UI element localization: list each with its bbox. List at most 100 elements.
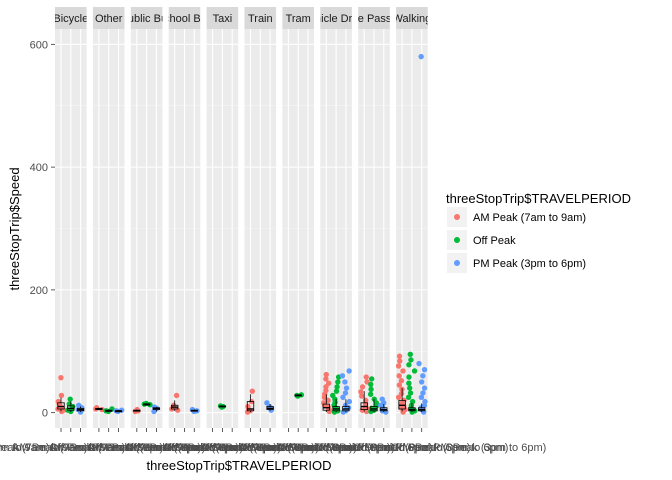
data-point xyxy=(407,351,413,358)
data-point xyxy=(367,391,374,397)
data-point xyxy=(346,368,352,374)
facet-strip xyxy=(244,7,277,29)
data-point xyxy=(249,388,256,394)
facet-panel: Train AM Peak (7am to 9am)Off PeakPM Peak… xyxy=(126,7,395,454)
data-point xyxy=(406,374,412,380)
facet-panel: School Bus AM Peak (7am to 9am)Off PeakPM… xyxy=(50,7,319,454)
data-point xyxy=(335,379,341,385)
data-point xyxy=(405,394,412,401)
data-point xyxy=(421,385,428,391)
data-point xyxy=(416,360,422,367)
data-point xyxy=(358,389,364,395)
data-point xyxy=(396,382,403,388)
facet-strip-label: Train xyxy=(248,13,273,25)
facet-strip-label: Walking xyxy=(393,13,432,25)
data-point xyxy=(359,393,365,399)
data-point xyxy=(368,408,374,415)
data-point xyxy=(368,386,374,393)
data-point xyxy=(342,379,348,385)
legend-marker xyxy=(454,214,460,220)
data-point xyxy=(58,374,64,381)
legend-marker xyxy=(454,260,460,266)
facet-strip xyxy=(206,7,239,29)
facet-panel: Public Bus AM Peak (7am to 9am)Off PeakPM… xyxy=(12,7,281,454)
facet-panel: Taxi AM Peak (7am to 9am)Off PeakPM Peak … xyxy=(88,7,357,454)
data-point xyxy=(373,403,380,409)
data-point xyxy=(340,409,346,415)
data-point xyxy=(406,380,412,386)
data-point xyxy=(408,357,414,363)
data-point xyxy=(323,376,329,382)
y-axis: 0 200 400 600 xyxy=(30,39,55,420)
data-point xyxy=(398,378,405,384)
facet-panel: Tram AM Peak (7am to 9am)Off PeakPM Peak … xyxy=(164,7,433,454)
data-point xyxy=(420,373,426,379)
data-point xyxy=(321,394,328,401)
data-point xyxy=(333,388,340,394)
data-point xyxy=(323,371,329,378)
facet-strip-label: Tram xyxy=(286,13,311,25)
y-tick-label: 400 xyxy=(30,162,48,174)
data-point xyxy=(334,384,340,390)
facet-panel: Vehicle Passenger AM Peak (7am to 9am)Off… xyxy=(240,7,509,454)
data-point xyxy=(342,390,349,396)
data-point xyxy=(359,384,366,390)
data-point xyxy=(396,353,403,359)
legend-marker xyxy=(454,237,460,243)
y-axis-title: threeStopTrip$Speed xyxy=(7,167,22,290)
facet-strip-label: Vehicle Passenger xyxy=(328,13,419,25)
data-point xyxy=(325,380,332,386)
data-point xyxy=(407,385,413,391)
data-point xyxy=(395,363,402,369)
facet-strip xyxy=(282,7,314,29)
data-point xyxy=(151,408,157,415)
data-point xyxy=(343,385,350,391)
data-point xyxy=(173,392,180,399)
facet-strip xyxy=(130,7,163,29)
facet-panel: Bicycle AM Peak (7am to 9am)Off PeakPM Pe… xyxy=(0,7,205,454)
data-point xyxy=(363,374,369,380)
data-point xyxy=(58,392,65,399)
x-tick-label: AM Peak (7am to 9am)Off PeakPM Peak (3pm… xyxy=(88,442,357,454)
x-tick-label: AM Peak (7am to 9am)Off PeakPM Peak (3pm… xyxy=(0,442,243,454)
facet-strip-label: Bicycle xyxy=(53,13,88,25)
x-tick-label: AM Peak (7am to 9am)Off PeakPM Peak (3pm… xyxy=(240,442,509,454)
facet-panel: Other AM Peak (7am to 9am)Off PeakPM Peak… xyxy=(0,7,243,454)
data-point xyxy=(397,358,403,364)
x-tick-label: AM Peak (7am to 9am)Off PeakPM Peak (3pm… xyxy=(164,442,433,454)
data-point xyxy=(363,408,370,415)
data-point xyxy=(418,379,425,385)
x-tick-label: AM Peak (7am to 9am)Off PeakPM Peak (3pm… xyxy=(12,442,281,454)
data-point xyxy=(368,381,374,388)
data-point xyxy=(368,376,375,382)
facet-panels: Bicycle AM Peak (7am to 9am)Off PeakPM Pe… xyxy=(0,7,546,454)
box-body xyxy=(246,401,255,412)
data-point xyxy=(58,408,65,415)
data-point xyxy=(400,409,406,415)
facet-strip xyxy=(168,7,201,29)
legend: threeStopTrip$TRAVELPERIOD AM Peak (7am … xyxy=(446,191,631,273)
data-point xyxy=(346,398,353,405)
legend-entry-label: AM Peak (7am to 9am) xyxy=(473,212,586,224)
y-tick-label: 0 xyxy=(42,408,48,420)
data-point xyxy=(418,53,424,60)
y-tick-label: 200 xyxy=(30,285,48,297)
facet-strip-label: Other xyxy=(95,13,123,25)
facet-strip xyxy=(320,7,352,29)
facet-strip-label: Vehicle Driver xyxy=(302,13,370,25)
data-point xyxy=(400,368,406,374)
data-point xyxy=(411,368,418,374)
x-tick-label: AM Peak (7am to 9am)Off PeakPM Peak (3pm… xyxy=(50,442,319,454)
x-tick-label: AM Peak (7am to 9am)Off PeakPM Peak (3pm… xyxy=(202,442,471,454)
legend-entry-label: PM Peak (3pm to 6pm) xyxy=(473,258,586,270)
data-point xyxy=(398,390,405,397)
facet-strip xyxy=(358,7,390,29)
facet-panel: Vehicle Driver AM Peak (7am to 9am)Off Pe… xyxy=(202,7,471,454)
x-tick-label: AM Peak (7am to 9am)Off PeakPM Peak (3pm… xyxy=(126,442,395,454)
x-axis-title: threeStopTrip$TRAVELPERIOD xyxy=(147,458,332,473)
facet-strip-label: Public Bus xyxy=(121,13,173,25)
facet-strip-label: School Bus xyxy=(157,13,213,25)
facet-strip xyxy=(92,7,125,29)
